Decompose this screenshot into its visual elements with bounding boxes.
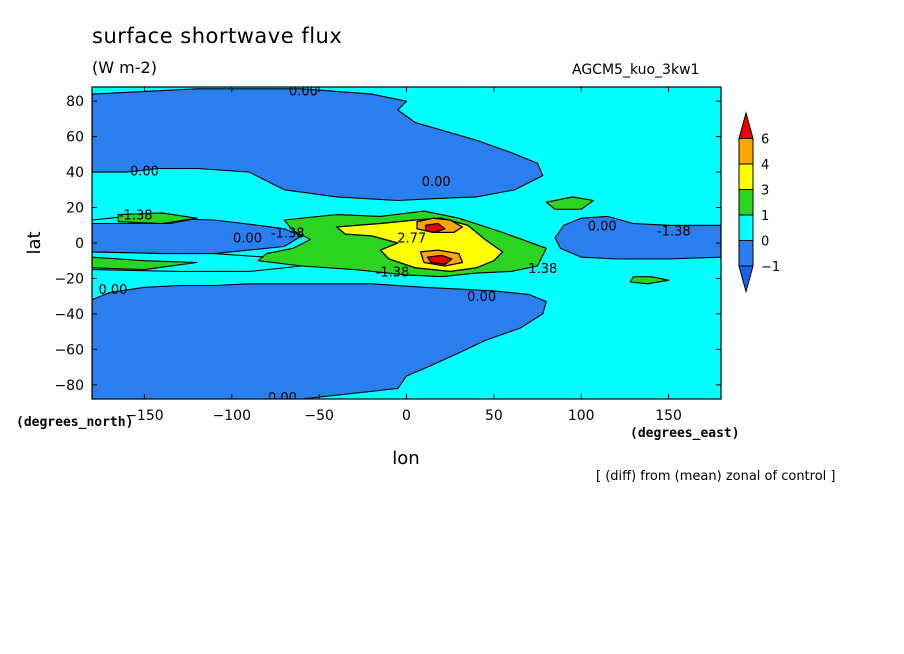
contour-label: 0.00 <box>422 175 451 190</box>
axes: −150 −100 −50 0 50 100 150 −80 −60 −40 −20 0 20 40 60 8… <box>54 87 721 424</box>
contour-region <box>554 215 721 260</box>
y-tick-label: 40 <box>66 165 84 181</box>
x-tick-label: 0 <box>402 408 411 424</box>
y-tick-label: 80 <box>66 94 84 110</box>
y-axis-label: lat <box>24 231 45 254</box>
contour-label: -1.38 <box>271 226 305 241</box>
contour-region <box>92 283 547 399</box>
contour-region <box>629 276 670 285</box>
x-tick-label: 50 <box>485 408 503 424</box>
contour-label: 0.00 <box>130 164 159 179</box>
colorbar-segment <box>738 189 754 216</box>
colorbar-bottom-triangle <box>738 265 754 294</box>
contour-region <box>545 196 595 210</box>
x-tick-label: 100 <box>568 408 595 424</box>
contour-label: 0.00 <box>268 391 297 406</box>
contour-region <box>425 222 446 234</box>
colorbar-label: 3 <box>761 184 769 199</box>
contour-region <box>92 88 544 202</box>
contour-region <box>92 256 198 271</box>
contour-label: 0.00 <box>588 219 617 234</box>
contour-label: -1.38 <box>376 265 410 280</box>
colorbar-label: 6 <box>761 133 769 148</box>
x-tick-label: −100 <box>213 408 251 424</box>
colorbar-segment <box>738 240 754 267</box>
x-tick-label: −50 <box>304 408 334 424</box>
colorbar-label: −1 <box>761 260 780 275</box>
contour-label: 1.38 <box>528 262 557 277</box>
chart-title: surface shortwave flux <box>92 24 343 48</box>
colorbar-label: 4 <box>761 158 769 173</box>
units-label: (W m-2) <box>92 58 157 77</box>
x-axis-label: lon <box>392 448 419 469</box>
x-tick-label: −150 <box>125 408 163 424</box>
contour-fills <box>92 88 721 399</box>
colorbar-segment <box>738 163 754 190</box>
contour-label: -1.38 <box>657 225 691 240</box>
colorbar-segment <box>738 138 754 165</box>
colorbar-label: 1 <box>761 209 769 224</box>
y-tick-label: −60 <box>54 342 84 358</box>
y-tick-label: −40 <box>54 307 84 323</box>
x-unit-label: (degrees_east) <box>630 426 740 441</box>
y-tick-label: −80 <box>54 378 84 394</box>
contour-region <box>426 254 453 265</box>
colorbar-segment <box>738 214 754 241</box>
contour-labels: 0.00 0.00 0.00 -1.38 -1.38 0.00 2.77 -1.38 1.38 0… <box>98 85 691 406</box>
contour-label: 0.00 <box>233 232 262 247</box>
experiment-label: AGCM5_kuo_3kw1 <box>572 62 700 78</box>
contour-label: -1.38 <box>119 209 153 224</box>
colorbar-top-triangle <box>738 111 754 139</box>
contour-region <box>117 212 198 225</box>
x-tick-label: 150 <box>655 408 682 424</box>
colorbar: 6 4 3 1 0 −1 <box>738 111 780 294</box>
contour-label: 0.00 <box>98 283 127 298</box>
contour-label: 0.00 <box>467 290 496 305</box>
footnote: [ (diff) from (mean) zonal of control ] <box>596 469 836 484</box>
colorbar-label: 0 <box>761 235 769 250</box>
contour-label: 0.00 <box>289 85 318 100</box>
y-unit-label: (degrees_north) <box>16 415 134 430</box>
y-tick-label: −20 <box>54 271 84 287</box>
y-tick-label: 60 <box>66 130 84 146</box>
y-tick-label: 0 <box>75 236 84 252</box>
contour-label: 2.77 <box>397 232 426 247</box>
y-tick-label: 20 <box>66 201 84 217</box>
